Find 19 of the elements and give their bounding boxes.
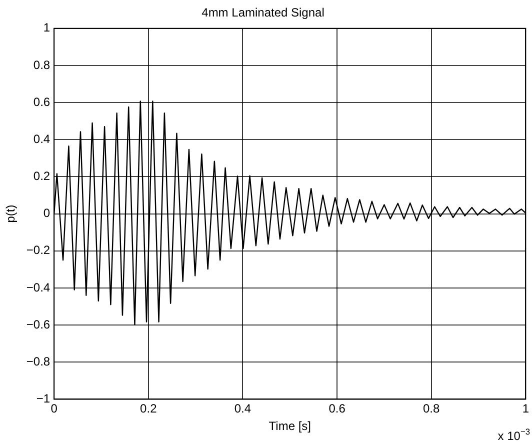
y-tick-label: 0.4	[33, 132, 50, 146]
y-tick-label: −0.6	[26, 317, 50, 332]
x-tick-label: 0.6	[328, 402, 346, 416]
x-tick-label: 0.2	[140, 402, 158, 416]
y-tick-label: 0.8	[33, 58, 50, 72]
x-tick-label: 0.4	[234, 402, 252, 416]
x-tick-label: 1	[522, 402, 530, 416]
y-tick-label: −0.2	[26, 243, 50, 258]
y-tick-label: 0.2	[33, 169, 50, 184]
y-tick-label: −0.8	[26, 354, 50, 368]
y-tick-label: 0	[43, 206, 50, 220]
y-tick-label: 0.6	[33, 94, 50, 109]
y-tick-label: −0.4	[26, 280, 50, 294]
y-axis-title: p(t)	[4, 204, 18, 223]
x-axis-title: Time [s]	[268, 419, 311, 434]
y-tick-label: −1	[36, 392, 50, 406]
y-tick-label: 1	[43, 20, 50, 35]
chart-title: 4mm Laminated Signal	[202, 6, 324, 20]
x-tick-label: 0.8	[423, 402, 440, 416]
